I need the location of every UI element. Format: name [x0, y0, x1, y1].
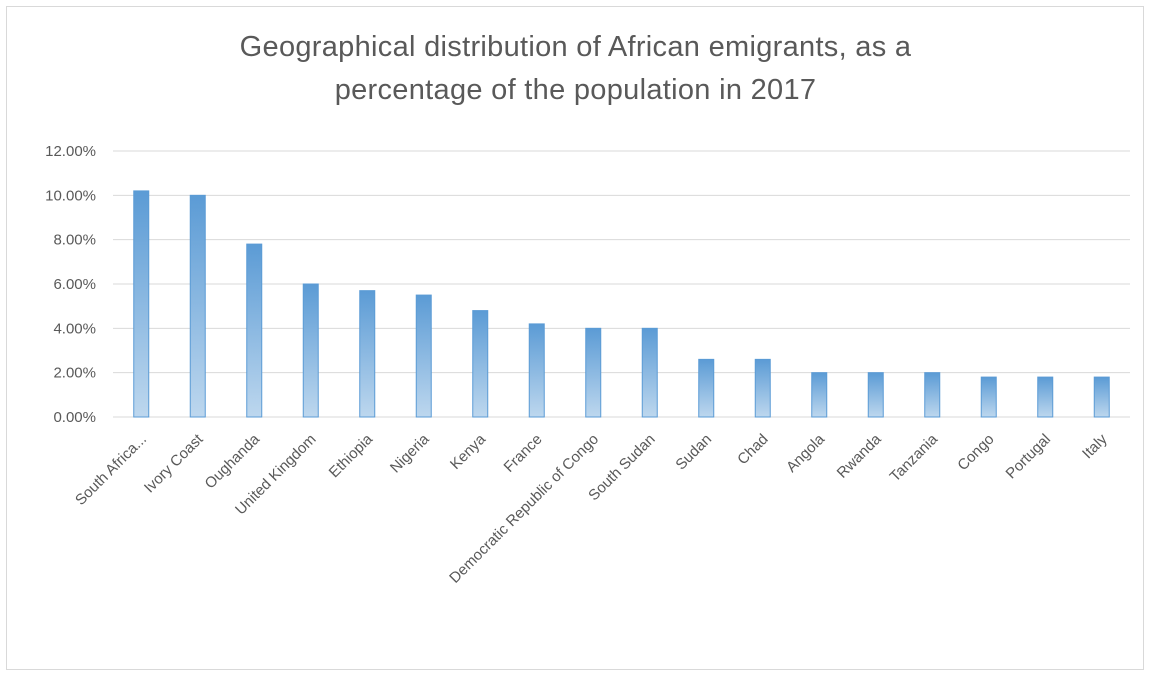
bar — [585, 327, 602, 418]
bar — [359, 290, 376, 418]
x-category-label: South Africa... — [72, 431, 150, 509]
bar — [246, 243, 263, 418]
bar — [302, 283, 319, 418]
x-category-label: Nigeria — [387, 430, 433, 476]
bar — [189, 194, 206, 418]
bar — [754, 358, 771, 418]
x-category-label: Portugal — [1003, 431, 1055, 483]
chart-title-line-2: percentage of the population in 2017 — [334, 74, 817, 106]
bar — [133, 190, 150, 418]
bar — [924, 372, 941, 418]
bar — [528, 323, 545, 418]
y-tick-label: 0.00% — [53, 409, 96, 426]
y-tick-label: 4.00% — [53, 320, 96, 337]
x-category-label: Angola — [783, 430, 829, 476]
x-category-label: Congo — [954, 431, 997, 474]
y-tick-label: 12.00% — [45, 143, 96, 160]
chart-title: Geographical distribution of African emi… — [0, 26, 1151, 112]
chart-title-line-1: Geographical distribution of African emi… — [239, 31, 912, 63]
bar — [1093, 376, 1110, 418]
y-tick-label: 8.00% — [53, 232, 96, 249]
bar — [641, 327, 658, 418]
x-category-label: Italy — [1079, 430, 1111, 462]
x-category-label: Kenya — [447, 430, 490, 473]
x-category-label: Tanzania — [887, 430, 942, 485]
y-axis-tick-labels: 0.00% 2.00% 4.00% 6.00% 8.00% 10.00% 12.00% — [45, 143, 96, 426]
gridlines — [113, 150, 1130, 418]
bar — [980, 376, 997, 418]
x-category-label: Ivory Coast — [141, 430, 207, 496]
bars — [133, 190, 1110, 418]
x-category-label: Sudan — [672, 431, 715, 474]
y-tick-label: 6.00% — [53, 276, 96, 293]
x-category-label: Chad — [734, 431, 771, 468]
bar — [811, 372, 828, 418]
x-axis-category-labels: South Africa...Ivory CoastOughandaUnited… — [72, 430, 1111, 586]
bar — [472, 310, 489, 418]
bar — [867, 372, 884, 418]
y-tick-label: 2.00% — [53, 365, 96, 382]
bar — [698, 358, 715, 418]
x-category-label: Rwanda — [834, 430, 885, 481]
bar — [1037, 376, 1054, 418]
x-category-label: France — [501, 431, 546, 476]
bar — [415, 294, 432, 418]
y-tick-label: 10.00% — [45, 187, 96, 204]
x-category-label: Ethiopia — [326, 430, 377, 481]
